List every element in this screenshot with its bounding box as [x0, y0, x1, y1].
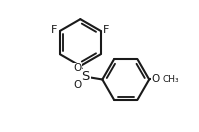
Text: O: O [73, 63, 82, 73]
Text: CH₃: CH₃ [163, 75, 179, 84]
Text: F: F [51, 25, 58, 35]
Text: O: O [73, 80, 82, 90]
Text: S: S [81, 70, 90, 83]
Text: O: O [152, 74, 160, 84]
Text: F: F [103, 25, 110, 35]
